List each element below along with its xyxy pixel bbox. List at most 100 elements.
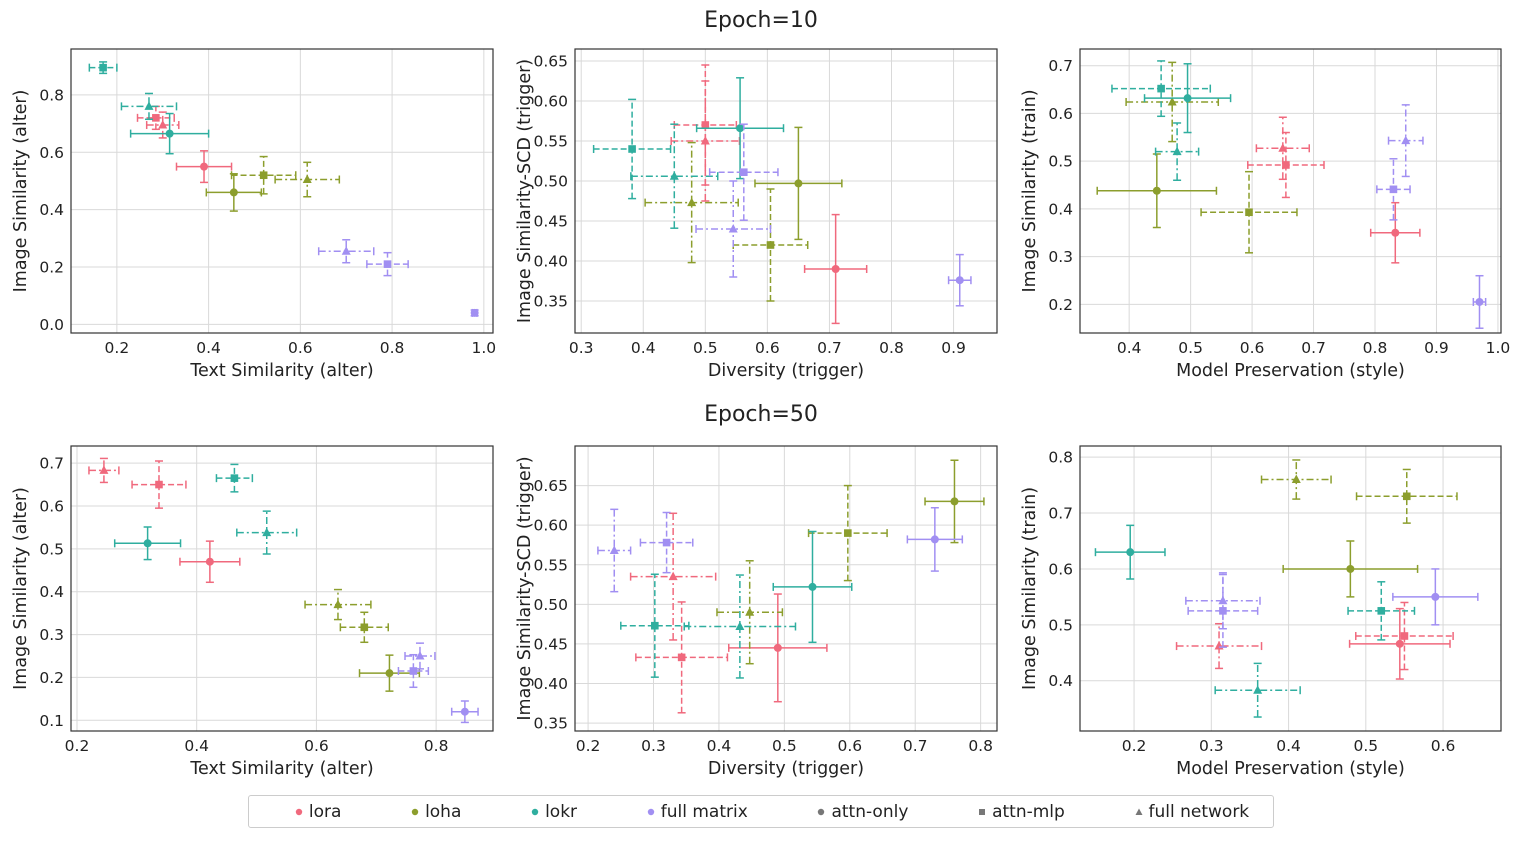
data-point-lokr-triangle <box>1214 662 1301 718</box>
y-tick-label: 0.6 <box>39 498 64 516</box>
y-tick-label: 0.50 <box>533 596 568 614</box>
x-tick-label: 0.7 <box>817 339 842 357</box>
triangle-marker <box>99 465 109 474</box>
legend-item-loha: loha <box>389 802 461 822</box>
square-marker <box>662 538 671 547</box>
triangle-marker <box>687 197 697 207</box>
y-tick-label: 0.5 <box>39 540 64 558</box>
legend-marker-loha <box>389 802 425 822</box>
triangle-marker <box>1218 595 1228 605</box>
data-point-lora-triangle <box>670 80 741 202</box>
data-point-full-matrix-circle <box>906 507 964 572</box>
triangle-marker <box>1172 146 1182 156</box>
y-tick-label: 0.0 <box>39 316 64 334</box>
y-tick-label: 0.4 <box>1048 672 1073 690</box>
legend-item-lokr: lokr <box>509 802 577 822</box>
y-tick-label: 0.1 <box>39 712 64 730</box>
subplot-2: 0.4 0.5 0.6 0.7 0.8 0.9 1.0 0.2 0.3 0.4 0.5 0.6 0.7 M… <box>1020 48 1511 381</box>
square-marker <box>628 145 636 153</box>
y-tick-label: 0.7 <box>39 455 64 473</box>
y-tick-label: 0.35 <box>533 715 568 733</box>
triangle-marker <box>1278 143 1288 152</box>
triangle-marker <box>1291 474 1301 484</box>
x-tick-label: 0.2 <box>105 339 130 357</box>
data-point-lora-circle <box>175 150 233 184</box>
data-point-loha-triangle <box>1260 459 1332 500</box>
data-point-loha-circle <box>924 459 985 544</box>
y-axis-label: Image Similarity-SCD (trigger) <box>515 59 535 323</box>
triangle-marker <box>745 607 755 616</box>
circle-marker <box>205 557 214 566</box>
data-point-full-matrix-triangle <box>317 239 375 264</box>
triangle-marker <box>669 171 679 180</box>
data-point-loha-square <box>1355 468 1458 524</box>
legend-marker-lora <box>273 802 309 822</box>
data-point-full-matrix-circle <box>947 253 972 307</box>
y-tick-label: 0.4 <box>1048 200 1073 218</box>
x-tick-label: 0.2 <box>576 737 601 755</box>
square-marker <box>1245 208 1253 217</box>
x-tick-label: 0.6 <box>1431 737 1456 755</box>
data-point-full-matrix-square <box>708 123 779 221</box>
legend-item-attn-only: attn-only <box>795 802 908 822</box>
square-marker <box>844 529 852 537</box>
y-tick-label: 0.7 <box>1048 505 1073 523</box>
circle-marker <box>143 539 152 548</box>
circle-marker <box>229 188 238 197</box>
circle-marker <box>808 582 817 591</box>
y-tick-label: 0.5 <box>1048 616 1073 634</box>
data-point-full-matrix-circle <box>470 308 479 317</box>
x-tick-label: 0.4 <box>631 339 656 357</box>
x-tick-label: 0.5 <box>1178 339 1203 357</box>
circle-marker <box>930 535 939 544</box>
triangle-marker <box>1401 135 1411 145</box>
square-marker <box>766 241 775 249</box>
data-point-lora-square <box>131 460 187 509</box>
circle-marker <box>1346 564 1355 573</box>
subplot-4: 0.2 0.3 0.4 0.5 0.6 0.7 0.8 0.35 0.40 0.45 0.50 0.5… <box>515 445 998 779</box>
data-point-lokr-triangle <box>630 123 719 229</box>
y-tick-label: 0.3 <box>39 626 64 644</box>
axes-frame <box>70 48 494 334</box>
y-tick-label: 0.5 <box>1048 153 1073 171</box>
square-marker <box>409 667 418 675</box>
triangle-marker-icon <box>1113 802 1149 822</box>
data-point-full-matrix-triangle <box>695 180 772 278</box>
data-point-lokr-square <box>215 463 254 493</box>
x-tick-label: 0.7 <box>903 737 928 755</box>
data-point-full-matrix-triangle <box>1387 104 1424 178</box>
legend-label-attn-only: attn-only <box>831 801 909 822</box>
legend-item-lora: lora <box>273 802 341 822</box>
data-point-lokr-square <box>1111 60 1212 118</box>
legend: lora loha lokr full matrix attn-only att… <box>248 795 1274 828</box>
triangle-marker <box>668 571 678 581</box>
x-axis-label: Text Similarity (alter) <box>189 759 373 779</box>
y-tick-label: 0.40 <box>533 675 568 693</box>
y-tick-label: 0.2 <box>39 669 64 687</box>
x-tick-label: 0.8 <box>1363 339 1388 357</box>
data-point-loha-circle <box>205 173 263 212</box>
axes-frame <box>1079 48 1502 334</box>
y-tick-label: 0.6 <box>1048 105 1073 123</box>
square-marker <box>152 114 160 122</box>
circle-marker <box>773 643 782 652</box>
data-point-lokr-circle <box>1094 524 1166 580</box>
y-tick-label: 0.55 <box>533 133 568 151</box>
circle-marker <box>1391 228 1400 237</box>
x-tick-label: 0.8 <box>879 339 904 357</box>
data-point-lokr-triangle <box>1154 122 1200 182</box>
y-axis-label: Image Similarity (train) <box>1020 89 1040 292</box>
legend-label-full-matrix: full matrix <box>660 801 748 822</box>
x-tick-label: 1.0 <box>1486 339 1511 357</box>
square-marker <box>1377 607 1386 615</box>
triangle-marker <box>262 527 272 537</box>
legend-marker-full-matrix <box>625 802 661 822</box>
data-point-loha-triangle <box>644 141 739 264</box>
data-point-full-matrix-circle <box>1392 568 1479 626</box>
data-point-full-matrix-circle <box>1472 274 1487 329</box>
circle-marker <box>1152 186 1161 195</box>
data-point-loha-square <box>339 611 389 644</box>
y-tick-label: 0.55 <box>533 556 568 574</box>
data-point-full-matrix-circle <box>450 700 479 724</box>
data-point-loha-triangle <box>304 588 372 621</box>
